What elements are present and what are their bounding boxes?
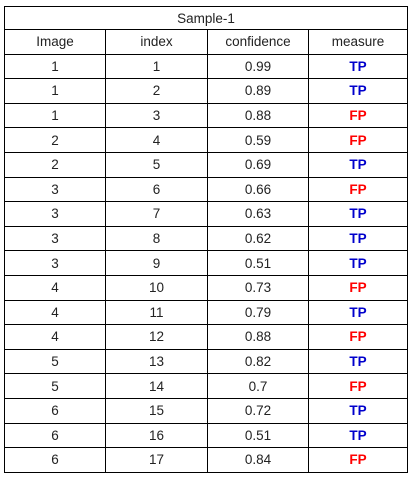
cell-confidence: 0.69 bbox=[207, 151, 309, 178]
cell-image: 2 bbox=[4, 127, 106, 153]
cell-measure: TP bbox=[307, 397, 409, 424]
cell-measure: FP bbox=[307, 102, 409, 129]
results-table: Sample-1 Image index confidence measure … bbox=[3, 6, 409, 473]
cell-index: 12 bbox=[105, 324, 208, 350]
cell-index: 6 bbox=[105, 176, 208, 203]
cell-index: 5 bbox=[105, 151, 208, 178]
table-row: 3 8 0.62 TP bbox=[4, 225, 409, 252]
cell-image: 6 bbox=[4, 397, 106, 424]
cell-index: 8 bbox=[105, 225, 208, 252]
table-title: Sample-1 bbox=[3, 6, 409, 30]
cell-index: 4 bbox=[105, 127, 208, 153]
table-row: 6 15 0.72 TP bbox=[4, 397, 409, 424]
cell-index: 2 bbox=[105, 78, 208, 104]
table-row: 5 14 0.7 FP bbox=[4, 373, 409, 399]
cell-measure: FP bbox=[307, 127, 409, 153]
cell-image: 1 bbox=[4, 78, 106, 104]
cell-index: 16 bbox=[105, 422, 208, 449]
cell-confidence: 0.89 bbox=[207, 78, 309, 104]
cell-index: 10 bbox=[105, 274, 208, 301]
cell-measure: FP bbox=[307, 176, 409, 203]
cell-confidence: 0.82 bbox=[207, 348, 309, 375]
table-row: 5 13 0.82 TP bbox=[4, 348, 409, 375]
cell-measure: TP bbox=[307, 53, 409, 80]
cell-confidence: 0.63 bbox=[207, 201, 309, 227]
table-row: 6 16 0.51 TP bbox=[4, 422, 409, 449]
table-row: 4 11 0.79 TP bbox=[4, 299, 409, 326]
cell-index: 9 bbox=[105, 250, 208, 276]
header-row: Image index confidence measure bbox=[4, 29, 409, 55]
cell-confidence: 0.79 bbox=[207, 299, 309, 326]
cell-image: 5 bbox=[4, 348, 106, 375]
cell-measure: FP bbox=[307, 373, 409, 399]
cell-index: 7 bbox=[105, 201, 208, 227]
cell-confidence: 0.59 bbox=[207, 127, 309, 153]
cell-image: 3 bbox=[4, 176, 106, 203]
cell-measure: TP bbox=[307, 225, 409, 252]
cell-index: 14 bbox=[105, 373, 208, 399]
table-row: 1 2 0.89 TP bbox=[4, 78, 409, 104]
cell-image: 4 bbox=[4, 324, 106, 350]
table-row: 1 3 0.88 FP bbox=[4, 102, 409, 129]
cell-image: 4 bbox=[4, 299, 106, 326]
cell-index: 15 bbox=[105, 397, 208, 424]
table-row: 4 10 0.73 FP bbox=[4, 274, 409, 301]
cell-image: 1 bbox=[4, 53, 106, 80]
cell-image: 2 bbox=[4, 151, 106, 178]
cell-measure: TP bbox=[307, 78, 409, 104]
cell-confidence: 0.51 bbox=[207, 422, 309, 449]
cell-image: 5 bbox=[4, 373, 106, 399]
header-measure: measure bbox=[307, 29, 409, 55]
cell-confidence: 0.88 bbox=[207, 102, 309, 129]
title-row: Sample-1 bbox=[3, 6, 409, 30]
cell-confidence: 0.88 bbox=[207, 324, 309, 350]
table-body: 1 1 0.99 TP 1 2 0.89 TP 1 3 0.88 FP 2 4 0.59 FP 2 5 0.69 TP… bbox=[4, 53, 409, 473]
cell-measure: TP bbox=[307, 422, 409, 449]
cell-confidence: 0.84 bbox=[207, 447, 309, 473]
cell-image: 6 bbox=[4, 422, 106, 449]
cell-image: 4 bbox=[4, 274, 106, 301]
cell-image: 6 bbox=[4, 447, 106, 473]
cell-confidence: 0.66 bbox=[207, 176, 309, 203]
cell-confidence: 0.99 bbox=[207, 53, 309, 80]
cell-measure: TP bbox=[307, 201, 409, 227]
table-row: 3 7 0.63 TP bbox=[4, 201, 409, 227]
cell-measure: FP bbox=[307, 447, 409, 473]
table-row: 6 17 0.84 FP bbox=[4, 447, 409, 473]
cell-measure: TP bbox=[307, 348, 409, 375]
cell-confidence: 0.73 bbox=[207, 274, 309, 301]
table-row: 3 6 0.66 FP bbox=[4, 176, 409, 203]
cell-measure: TP bbox=[307, 151, 409, 178]
table-row: 1 1 0.99 TP bbox=[4, 53, 409, 80]
table-row: 4 12 0.88 FP bbox=[4, 324, 409, 350]
header-confidence: confidence bbox=[207, 29, 309, 55]
cell-confidence: 0.51 bbox=[207, 250, 309, 276]
table-row: 2 4 0.59 FP bbox=[4, 127, 409, 153]
cell-measure: TP bbox=[307, 250, 409, 276]
cell-index: 11 bbox=[105, 299, 208, 326]
cell-confidence: 0.7 bbox=[207, 373, 309, 399]
cell-image: 1 bbox=[4, 102, 106, 129]
cell-image: 3 bbox=[4, 225, 106, 252]
cell-index: 13 bbox=[105, 348, 208, 375]
header-image: Image bbox=[4, 29, 106, 55]
results-sheet: Sample-1 Image index confidence measure … bbox=[3, 6, 409, 473]
cell-measure: FP bbox=[307, 324, 409, 350]
cell-measure: FP bbox=[307, 274, 409, 301]
header-index: index bbox=[105, 29, 208, 55]
cell-confidence: 0.62 bbox=[207, 225, 309, 252]
cell-index: 17 bbox=[105, 447, 208, 473]
table-row: 2 5 0.69 TP bbox=[4, 151, 409, 178]
cell-index: 1 bbox=[105, 53, 208, 80]
cell-image: 3 bbox=[4, 201, 106, 227]
cell-image: 3 bbox=[4, 250, 106, 276]
cell-measure: TP bbox=[307, 299, 409, 326]
cell-index: 3 bbox=[105, 102, 208, 129]
table-row: 3 9 0.51 TP bbox=[4, 250, 409, 276]
cell-confidence: 0.72 bbox=[207, 397, 309, 424]
